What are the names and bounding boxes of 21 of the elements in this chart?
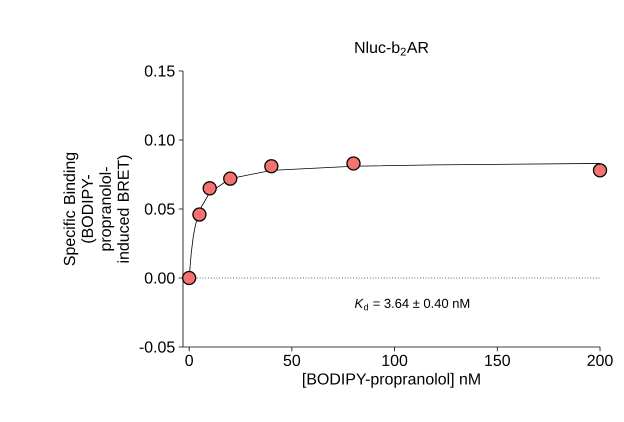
point bbox=[592, 163, 608, 178]
point bbox=[346, 156, 361, 171]
point bbox=[192, 207, 207, 222]
y-tick-label: 0.10 bbox=[144, 134, 175, 146]
point bbox=[202, 181, 217, 196]
chart-title: Nluc-b$_{2}$AR bbox=[355, 41, 428, 56]
y-tick-label: 0.15 bbox=[144, 65, 175, 77]
x-tick-label: 0 bbox=[185, 354, 193, 366]
point bbox=[223, 171, 238, 186]
x-axis-title: [BODIPY-propranolol] nM bbox=[303, 372, 480, 388]
x-tick-label: 50 bbox=[284, 354, 300, 366]
y-tick-label: -0.05 bbox=[140, 341, 175, 353]
point bbox=[264, 159, 278, 174]
point bbox=[182, 270, 196, 286]
y-tick-label: 0.05 bbox=[144, 203, 175, 215]
x-tick-label: 200 bbox=[588, 354, 613, 366]
y-tick-label: 0.00 bbox=[144, 272, 175, 284]
x-tick-label: 100 bbox=[382, 354, 408, 366]
annotation: K$_{d}$ = 3.64 ± 0.40 nM bbox=[354, 298, 470, 310]
x-tick-label: 150 bbox=[485, 354, 510, 366]
y-axis-title: Specific Binding (BODIPY-propranolol-induced BRET) bbox=[63, 152, 132, 266]
